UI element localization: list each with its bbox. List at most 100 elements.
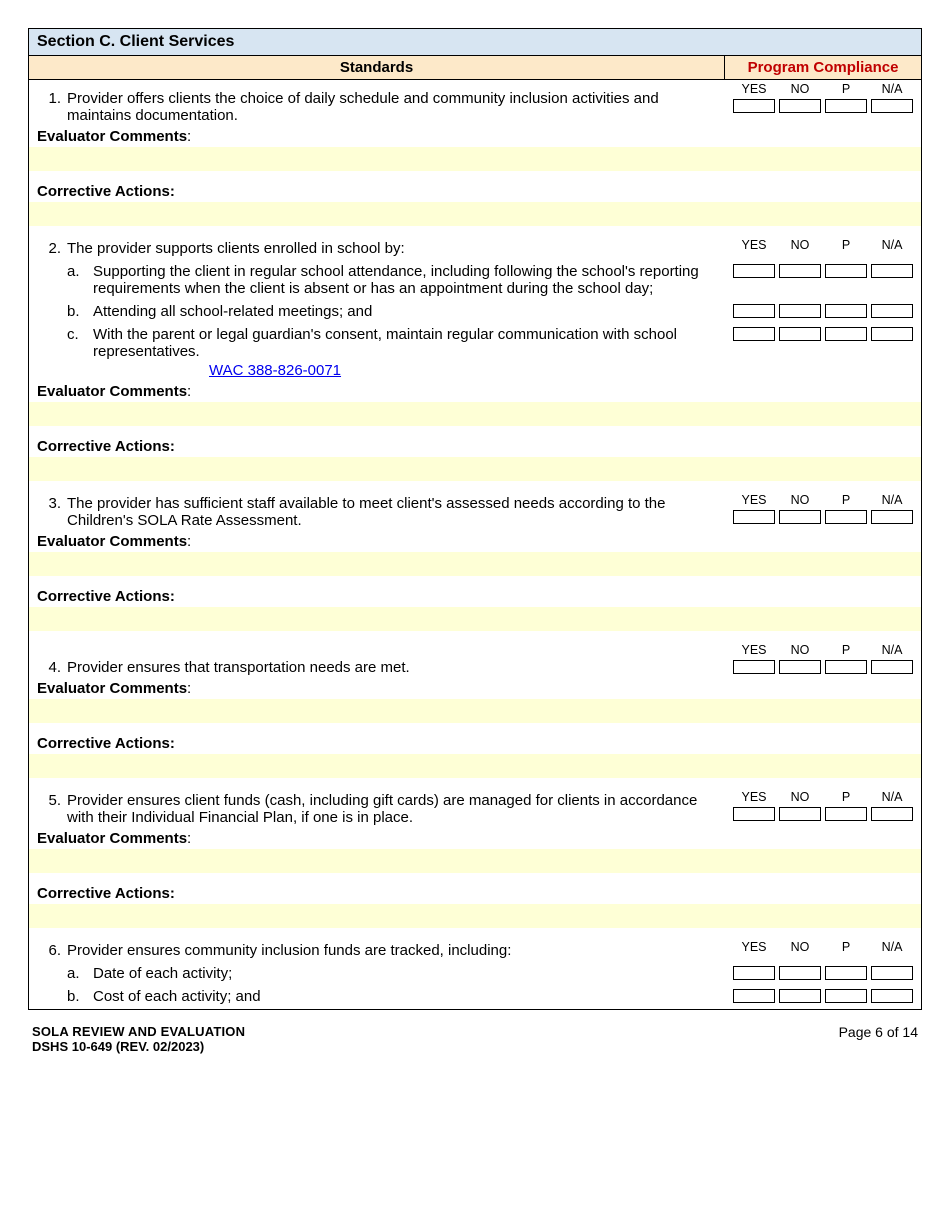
- item-6a: a. Date of each activity;: [29, 961, 921, 984]
- footer-page: Page 6 of 14: [839, 1024, 918, 1054]
- checkbox-no[interactable]: [779, 327, 821, 341]
- item-5: 5. Provider ensures client funds (cash, …: [29, 788, 921, 828]
- checkbox-na[interactable]: [871, 264, 913, 278]
- item-3: 3. The provider has sufficient staff ava…: [29, 491, 921, 531]
- checkbox-yes[interactable]: [733, 510, 775, 524]
- corrective-actions-field[interactable]: [29, 754, 921, 778]
- compliance-labels: YES NO P N/A: [731, 238, 915, 252]
- checkbox-na[interactable]: [871, 989, 913, 1003]
- item-1-text: Provider offers clients the choice of da…: [67, 90, 715, 124]
- checkbox-p[interactable]: [825, 510, 867, 524]
- item-1: 1. Provider offers clients the choice of…: [29, 80, 921, 126]
- item-2b-letter: b.: [67, 303, 93, 320]
- checkbox-yes[interactable]: [733, 807, 775, 821]
- evaluator-comments-field[interactable]: [29, 402, 921, 426]
- evaluator-comments-label: Evaluator Comments:: [29, 678, 921, 699]
- evaluator-comments-label: Evaluator Comments:: [29, 828, 921, 849]
- item-6a-letter: a.: [67, 965, 93, 982]
- checkbox-p[interactable]: [825, 807, 867, 821]
- checkbox-p[interactable]: [825, 660, 867, 674]
- item-2b: b. Attending all school-related meetings…: [29, 299, 921, 322]
- corrective-actions-label: Corrective Actions:: [29, 586, 921, 607]
- checkbox-p[interactable]: [825, 327, 867, 341]
- checkbox-na[interactable]: [871, 807, 913, 821]
- footer-form: DSHS 10-649 (REV. 02/2023): [32, 1039, 245, 1054]
- checkbox-no[interactable]: [779, 807, 821, 821]
- checkbox-yes[interactable]: [733, 264, 775, 278]
- evaluator-comments-field[interactable]: [29, 699, 921, 723]
- form-table: Section C. Client Services Standards Pro…: [28, 28, 922, 1010]
- checkbox-na[interactable]: [871, 327, 913, 341]
- compliance-labels: YES NO P N/A: [731, 643, 915, 657]
- evaluator-comments-field[interactable]: [29, 147, 921, 171]
- checkbox-yes[interactable]: [733, 327, 775, 341]
- compliance-header: Program Compliance: [725, 56, 921, 79]
- item-6b-letter: b.: [67, 988, 93, 1005]
- corrective-actions-label: Corrective Actions:: [29, 436, 921, 457]
- checkbox-no[interactable]: [779, 99, 821, 113]
- checkbox-no[interactable]: [779, 989, 821, 1003]
- evaluator-comments-label: Evaluator Comments:: [29, 381, 921, 402]
- checkbox-yes[interactable]: [733, 989, 775, 1003]
- item-2: 2. The provider supports clients enrolle…: [29, 236, 921, 259]
- checkbox-na[interactable]: [871, 99, 913, 113]
- checkbox-p[interactable]: [825, 264, 867, 278]
- item-4-num: 4.: [39, 659, 67, 676]
- corrective-actions-label: Corrective Actions:: [29, 733, 921, 754]
- corrective-actions-label: Corrective Actions:: [29, 883, 921, 904]
- item-6: 6. Provider ensures community inclusion …: [29, 938, 921, 961]
- item-6-text: Provider ensures community inclusion fun…: [67, 942, 715, 959]
- checkbox-p[interactable]: [825, 966, 867, 980]
- corrective-actions-label: Corrective Actions:: [29, 181, 921, 202]
- item-6-num: 6.: [39, 942, 67, 959]
- section-header: Section C. Client Services: [29, 29, 921, 56]
- checkbox-na[interactable]: [871, 660, 913, 674]
- checkbox-na[interactable]: [871, 510, 913, 524]
- checkbox-no[interactable]: [779, 660, 821, 674]
- compliance-labels: YES NO P N/A: [731, 790, 915, 804]
- evaluator-comments-label: Evaluator Comments:: [29, 126, 921, 147]
- item-4-text: Provider ensures that transportation nee…: [67, 659, 715, 676]
- item-6a-text: Date of each activity;: [93, 965, 715, 982]
- item-2a: a. Supporting the client in regular scho…: [29, 259, 921, 299]
- corrective-actions-field[interactable]: [29, 607, 921, 631]
- corrective-actions-field[interactable]: [29, 457, 921, 481]
- checkbox-yes[interactable]: [733, 304, 775, 318]
- column-headers: Standards Program Compliance: [29, 56, 921, 80]
- checkbox-p[interactable]: [825, 304, 867, 318]
- compliance-labels: YES NO P N/A: [731, 493, 915, 507]
- item-2c: c. With the parent or legal guardian's c…: [29, 322, 921, 381]
- checkbox-no[interactable]: [779, 510, 821, 524]
- item-3-text: The provider has sufficient staff availa…: [67, 495, 715, 529]
- checkbox-yes[interactable]: [733, 99, 775, 113]
- standards-header: Standards: [29, 56, 725, 79]
- footer-title: SOLA REVIEW AND EVALUATION: [32, 1024, 245, 1039]
- compliance-labels: YES NO P N/A: [731, 940, 915, 954]
- compliance-labels: YES NO P N/A: [731, 82, 915, 96]
- item-2-text: The provider supports clients enrolled i…: [67, 240, 715, 257]
- checkbox-yes[interactable]: [733, 966, 775, 980]
- item-2c-text: With the parent or legal guardian's cons…: [93, 326, 715, 360]
- corrective-actions-field[interactable]: [29, 904, 921, 928]
- checkbox-na[interactable]: [871, 304, 913, 318]
- item-6b-text: Cost of each activity; and: [93, 988, 715, 1005]
- item-2-num: 2.: [39, 240, 67, 257]
- item-2a-text: Supporting the client in regular school …: [93, 263, 715, 297]
- item-4: 4. Provider ensures that transportation …: [29, 641, 921, 678]
- item-5-text: Provider ensures client funds (cash, inc…: [67, 792, 715, 826]
- item-2c-letter: c.: [67, 326, 93, 360]
- checkbox-na[interactable]: [871, 966, 913, 980]
- checkbox-p[interactable]: [825, 989, 867, 1003]
- checkbox-no[interactable]: [779, 264, 821, 278]
- evaluator-comments-field[interactable]: [29, 849, 921, 873]
- checkbox-no[interactable]: [779, 304, 821, 318]
- checkbox-no[interactable]: [779, 966, 821, 980]
- evaluator-comments-label: Evaluator Comments:: [29, 531, 921, 552]
- checkbox-yes[interactable]: [733, 660, 775, 674]
- page-footer: SOLA REVIEW AND EVALUATION DSHS 10-649 (…: [28, 1010, 922, 1054]
- checkbox-p[interactable]: [825, 99, 867, 113]
- corrective-actions-field[interactable]: [29, 202, 921, 226]
- evaluator-comments-field[interactable]: [29, 552, 921, 576]
- item-2a-letter: a.: [67, 263, 93, 297]
- wac-link[interactable]: WAC 388-826-0071: [209, 362, 341, 379]
